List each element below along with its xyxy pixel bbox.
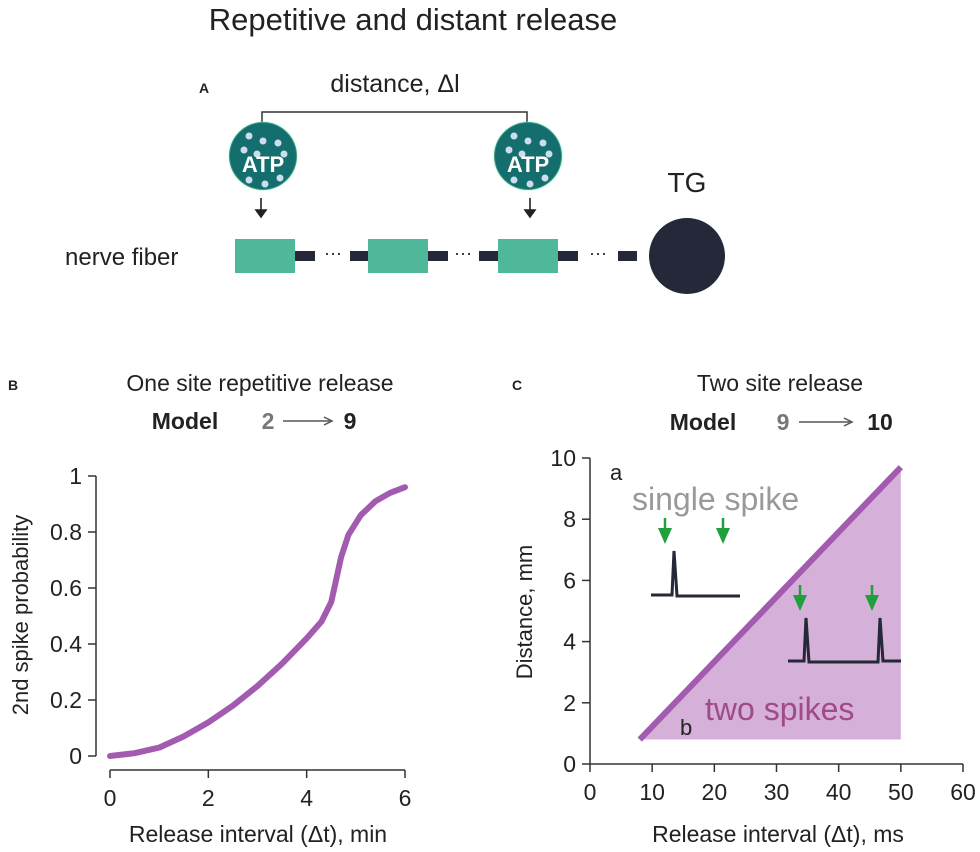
distance-bracket [261, 111, 528, 128]
y-tick-label: 0 [69, 743, 82, 769]
x-tick-label: 40 [826, 779, 852, 805]
annotation-a: a [610, 460, 623, 485]
atp-vesicle-2: ATP [493, 121, 563, 191]
arrow-head [843, 417, 854, 427]
y-tick-label: 0.6 [50, 575, 82, 601]
green-arrow-head [865, 595, 879, 611]
panel-a-label: A [199, 80, 209, 96]
x-tick-label: 0 [104, 785, 117, 811]
ellipsis: ··· [454, 243, 472, 263]
release-arrows [254, 198, 537, 219]
tg-ganglion [649, 218, 725, 294]
arrow-head [323, 416, 334, 426]
atp-vesicle-1: ATP [228, 121, 298, 191]
panel-b: B One site repetitive release Model 2 9 … [8, 370, 411, 847]
two-spikes-trace [788, 617, 901, 664]
panel-c: C Two site release Model 9 10 Distance, … [512, 370, 976, 847]
x-tick-label: 0 [584, 779, 597, 805]
green-arrow-head [793, 595, 807, 611]
model-word: Model [152, 408, 218, 434]
panel-b-label: B [8, 377, 18, 393]
atp-label: ATP [507, 152, 549, 177]
distance-label: distance, Δl [330, 70, 459, 98]
y-tick-label: 0.8 [50, 519, 82, 545]
panel-a: A distance, Δl ATP ATP nerve fiber [65, 70, 725, 294]
y-tick-label: 6 [563, 567, 576, 593]
green-arrow-head [716, 528, 730, 544]
model-to: 9 [344, 408, 357, 434]
atp-dots [505, 132, 553, 188]
panel-c-label: C [512, 377, 522, 393]
x-tick-label: 20 [702, 779, 728, 805]
atp-dots [240, 132, 288, 188]
green-arrow-head [658, 528, 672, 544]
x-axis-label: Release interval (Δt), min [129, 821, 387, 847]
model-to: 10 [867, 409, 893, 435]
y-axis-label: 2nd spike probability [8, 515, 33, 716]
x-tick-label: 30 [764, 779, 790, 805]
y-axis-label: Distance, mm [512, 545, 537, 679]
tg-label: TG [668, 167, 707, 198]
nerve-fiber-label: nerve fiber [65, 244, 178, 271]
x-tick-label: 2 [202, 785, 215, 811]
ellipsis: ··· [589, 243, 607, 263]
two-spikes-label: two spikes [705, 691, 854, 727]
x-axis-label: Release interval (Δt), ms [652, 821, 904, 847]
nerve-fiber: ··· ··· ··· [235, 218, 725, 294]
ellipsis: ··· [324, 243, 342, 263]
annotation-b: b [680, 715, 692, 740]
x-tick-label: 6 [399, 785, 412, 811]
arrow-head [523, 209, 537, 219]
y-tick-label: 0.4 [50, 631, 82, 657]
arrow-head [254, 209, 268, 219]
model-from: 9 [777, 409, 790, 435]
y-tick-label: 8 [563, 506, 576, 532]
chart-title: One site repetitive release [126, 370, 393, 396]
y-tick-label: 10 [550, 445, 576, 471]
boundary-line [637, 465, 903, 742]
model-from: 2 [262, 408, 275, 434]
y-tick-label: 0.2 [50, 687, 82, 713]
fiber-node [235, 239, 295, 273]
y-tick-label: 0 [563, 751, 576, 777]
single-spike-label: single spike [632, 481, 799, 517]
probability-curve [107, 484, 408, 759]
x-tick-label: 4 [300, 785, 313, 811]
x-tick-label: 60 [950, 779, 976, 805]
fiber-node [368, 239, 428, 273]
chart-title: Two site release [697, 370, 863, 396]
single-spike-trace [651, 550, 740, 598]
x-tick-label: 10 [639, 779, 665, 805]
y-tick-label: 2 [563, 690, 576, 716]
model-word: Model [670, 409, 736, 435]
fiber-node [498, 239, 558, 273]
y-tick-label: 4 [563, 629, 576, 655]
figure-title: Repetitive and distant release [209, 2, 617, 37]
x-tick-label: 50 [888, 779, 914, 805]
y-tick-label: 1 [69, 463, 82, 489]
atp-label: ATP [242, 152, 284, 177]
